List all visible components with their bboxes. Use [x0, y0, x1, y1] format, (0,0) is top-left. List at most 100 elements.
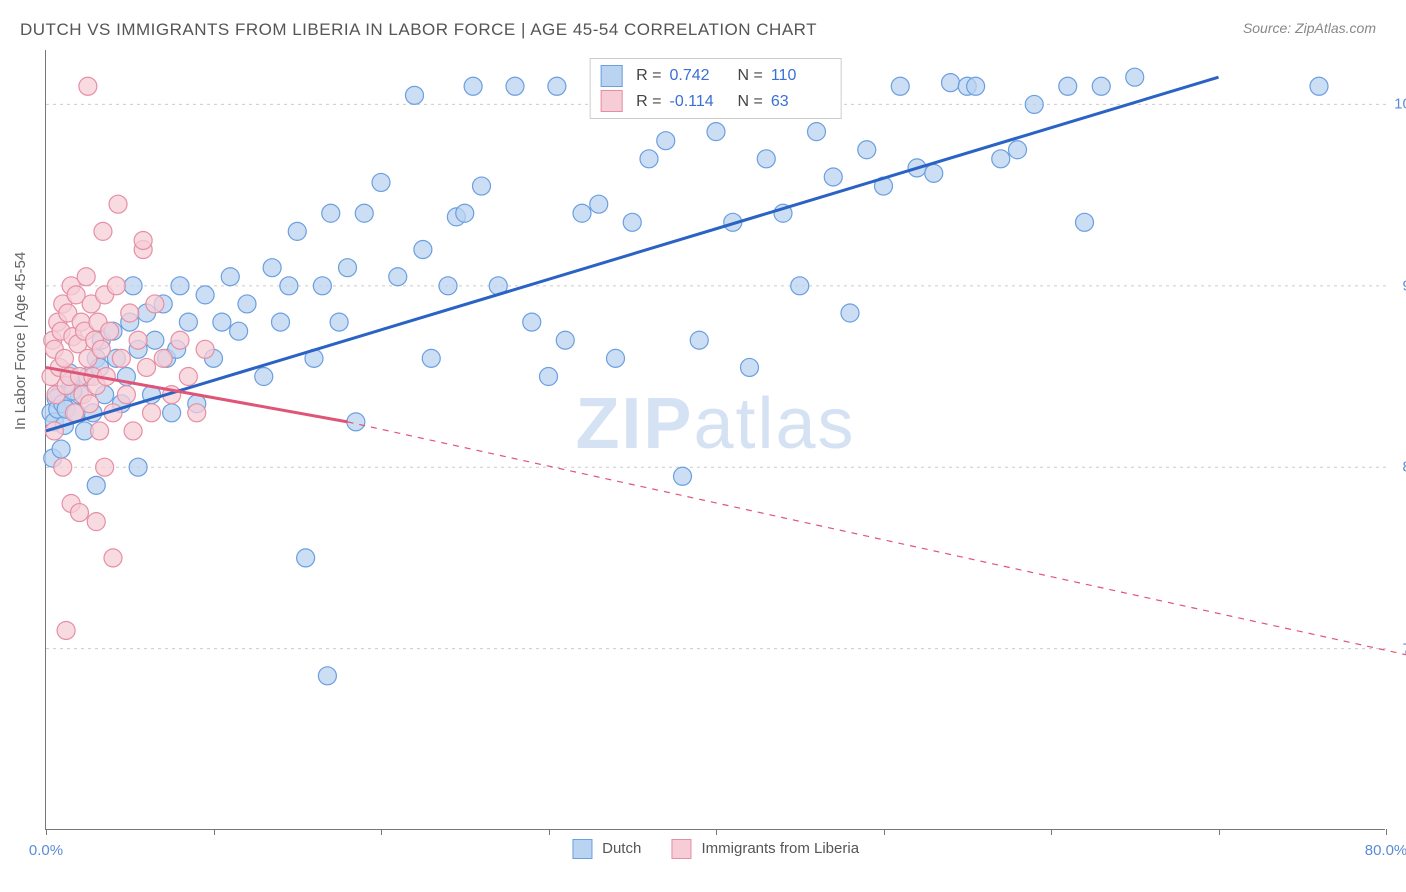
data-point	[188, 395, 206, 413]
data-point	[272, 313, 290, 331]
data-point	[841, 304, 859, 322]
x-tick-mark	[214, 829, 215, 835]
data-point	[124, 422, 142, 440]
x-tick-mark	[1051, 829, 1052, 835]
data-point	[121, 304, 139, 322]
data-point	[77, 268, 95, 286]
y-tick-label: 90.0%	[1402, 277, 1406, 294]
data-point	[54, 295, 72, 313]
data-point	[179, 313, 197, 331]
label-r: R =	[636, 63, 661, 89]
data-point	[188, 404, 206, 422]
data-point	[168, 340, 186, 358]
data-point	[506, 77, 524, 95]
data-point	[540, 368, 558, 386]
data-point	[1126, 68, 1144, 86]
data-point	[213, 313, 231, 331]
watermark-atlas: atlas	[693, 384, 855, 464]
data-point	[54, 458, 72, 476]
data-point	[330, 313, 348, 331]
data-point	[112, 349, 130, 367]
stat-r-liberia: -0.114	[670, 89, 730, 115]
data-point	[60, 364, 78, 382]
data-point	[288, 222, 306, 240]
data-point	[556, 331, 574, 349]
data-point	[89, 313, 107, 331]
data-point	[196, 340, 214, 358]
data-point	[1076, 213, 1094, 231]
data-point	[221, 268, 239, 286]
data-point	[92, 331, 110, 349]
data-point	[313, 277, 331, 295]
data-point	[263, 259, 281, 277]
data-point	[791, 277, 809, 295]
data-point	[154, 349, 172, 367]
data-point	[71, 368, 89, 386]
chart-title: DUTCH VS IMMIGRANTS FROM LIBERIA IN LABO…	[20, 20, 817, 40]
data-point	[134, 241, 152, 259]
data-point	[107, 277, 125, 295]
data-point	[657, 132, 675, 150]
legend-label-liberia: Immigrants from Liberia	[701, 840, 859, 857]
data-point	[774, 204, 792, 222]
data-point	[523, 313, 541, 331]
data-point	[84, 368, 102, 386]
data-point	[117, 386, 135, 404]
data-point	[62, 277, 80, 295]
data-point	[96, 386, 114, 404]
data-point	[76, 322, 94, 340]
data-point	[942, 74, 960, 92]
data-point	[372, 173, 390, 191]
data-point	[94, 222, 112, 240]
data-point	[154, 295, 172, 313]
data-point	[163, 386, 181, 404]
grid-overlay	[46, 50, 1385, 829]
data-point	[143, 386, 161, 404]
data-point	[124, 277, 142, 295]
data-point	[107, 349, 125, 367]
data-point	[60, 368, 78, 386]
data-point	[573, 204, 591, 222]
x-tick-mark	[716, 829, 717, 835]
data-point	[84, 404, 102, 422]
data-point	[171, 277, 189, 295]
data-point	[62, 494, 80, 512]
data-point	[146, 295, 164, 313]
data-point	[97, 368, 115, 386]
data-point	[86, 331, 104, 349]
data-point	[44, 449, 62, 467]
data-point	[297, 549, 315, 567]
label-n: N =	[738, 63, 763, 89]
data-point	[76, 422, 94, 440]
data-point	[741, 358, 759, 376]
data-point	[82, 295, 100, 313]
data-point	[42, 404, 60, 422]
data-point	[87, 349, 105, 367]
data-point	[79, 77, 97, 95]
data-point	[96, 458, 114, 476]
data-point	[104, 549, 122, 567]
data-point	[57, 621, 75, 639]
data-point	[875, 177, 893, 195]
data-point	[958, 77, 976, 95]
data-point	[464, 77, 482, 95]
trend-line	[46, 77, 1219, 431]
data-point	[109, 195, 127, 213]
data-point	[52, 440, 70, 458]
data-point	[808, 123, 826, 141]
data-point	[74, 386, 92, 404]
swatch-dutch	[600, 65, 622, 87]
data-point	[49, 400, 67, 418]
x-tick-mark	[1386, 829, 1387, 835]
data-point	[67, 286, 85, 304]
data-point	[925, 164, 943, 182]
data-point	[104, 322, 122, 340]
data-point	[50, 386, 68, 404]
data-point	[389, 268, 407, 286]
stat-n-liberia: 63	[771, 89, 831, 115]
data-point	[64, 328, 82, 346]
data-point	[45, 422, 63, 440]
data-point	[87, 476, 105, 494]
data-point	[858, 141, 876, 159]
data-point	[489, 277, 507, 295]
